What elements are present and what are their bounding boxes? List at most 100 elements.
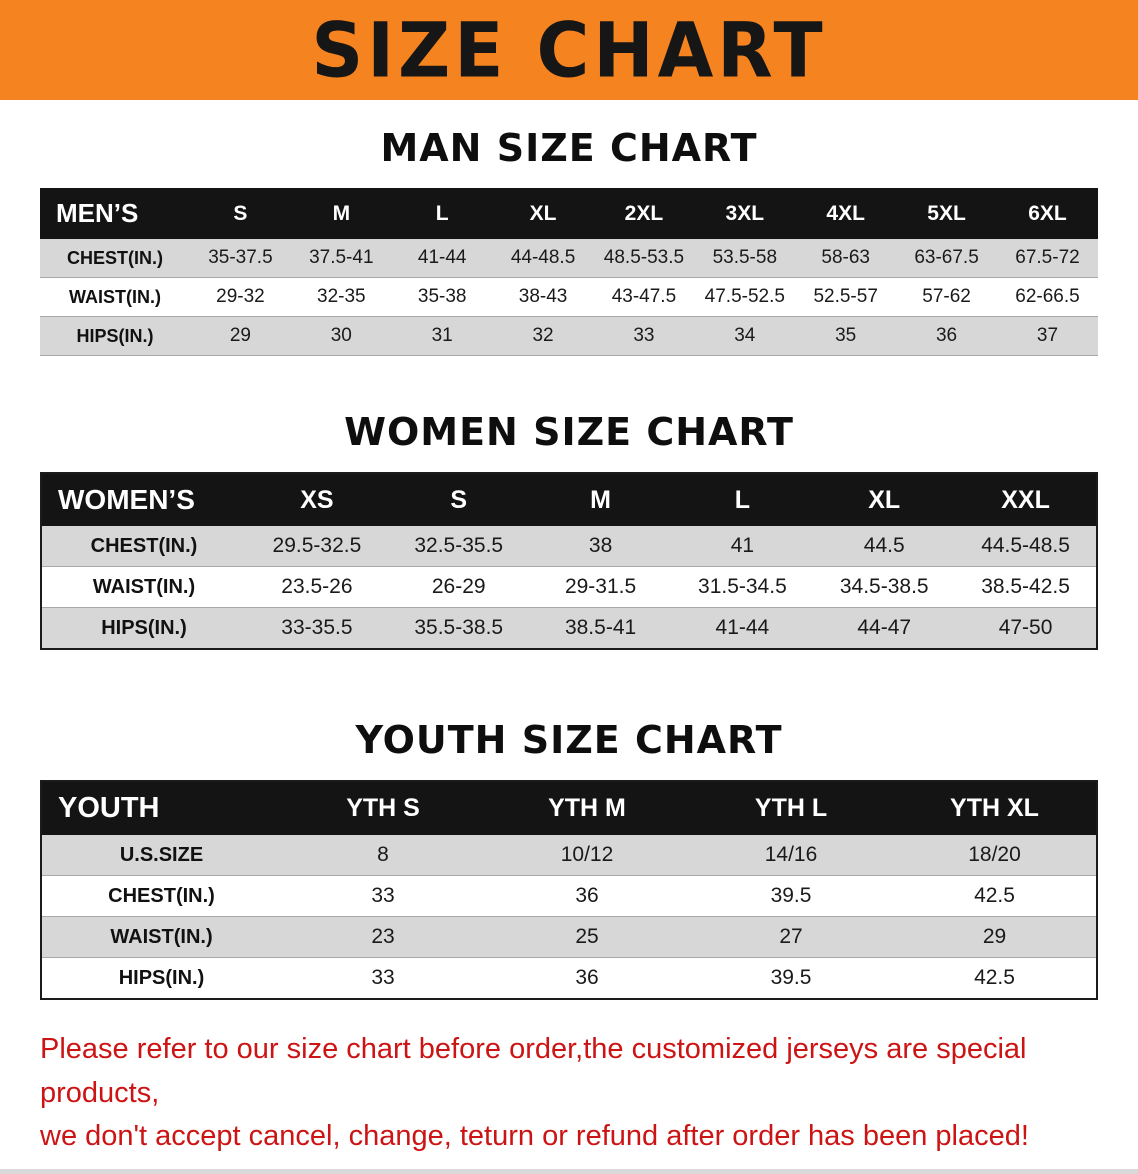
size-value: 38.5-42.5 <box>955 566 1097 608</box>
size-value: 41 <box>671 526 814 567</box>
size-value: 47.5-52.5 <box>694 277 796 317</box>
size-column-header: XS <box>246 473 388 526</box>
size-value: 38 <box>529 526 672 567</box>
table-header-row: WOMEN’S XS S M L XL XXL <box>41 473 1097 526</box>
size-column-header: M <box>529 473 672 526</box>
women-size-section: WOMEN SIZE CHART WOMEN’S XS S M L XL XXL CHEST(… <box>0 410 1138 650</box>
size-value: 27 <box>689 916 893 958</box>
size-value: 35 <box>795 316 897 356</box>
size-value: 34 <box>694 316 796 356</box>
table-header-row: YOUTH YTH S YTH M YTH L YTH XL <box>41 781 1097 835</box>
size-value: 32.5-35.5 <box>387 526 530 567</box>
size-value: 58-63 <box>795 239 897 278</box>
row-label: HIPS(IN.) <box>40 316 190 356</box>
size-column-header: S <box>387 473 530 526</box>
size-column-header: YTH S <box>281 781 485 835</box>
size-column-header: L <box>391 188 493 239</box>
row-label: HIPS(IN.) <box>41 607 246 649</box>
disclaimer-text: Please refer to our size chart before or… <box>40 1028 1098 1159</box>
size-column-header: S <box>190 188 291 239</box>
row-label: WAIST(IN.) <box>41 916 281 958</box>
size-value: 29 <box>190 316 291 356</box>
size-value: 48.5-53.5 <box>593 239 695 278</box>
table-header-row: MEN’S S M L XL 2XL 3XL 4XL 5XL 6XL <box>40 188 1098 239</box>
row-label: U.S.SIZE <box>41 835 281 876</box>
women-size-table: WOMEN’S XS S M L XL XXL CHEST(IN.) 29.5-32.5 32.5… <box>40 472 1098 650</box>
size-value: 42.5 <box>893 957 1097 999</box>
size-value: 35.5-38.5 <box>387 607 530 649</box>
size-column-header: 3XL <box>694 188 796 239</box>
man-size-table: MEN’S S M L XL 2XL 3XL 4XL 5XL 6XL CHEST(IN.) 35-37… <box>40 188 1098 356</box>
table-row: CHEST(IN.) 29.5-32.5 32.5-35.5 38 41 44.5 44.5… <box>41 526 1097 567</box>
size-value: 30 <box>290 316 392 356</box>
row-label: CHEST(IN.) <box>41 875 281 917</box>
bottom-edge-strip <box>0 1168 1138 1174</box>
table-row: HIPS(IN.) 33 36 39.5 42.5 <box>41 957 1097 999</box>
size-value: 32-35 <box>290 277 392 317</box>
size-value: 10/12 <box>485 835 689 876</box>
size-column-header: 2XL <box>593 188 695 239</box>
size-value: 35-37.5 <box>190 239 291 278</box>
size-value: 32 <box>492 316 594 356</box>
man-size-section: MAN SIZE CHART MEN’S S M L XL 2XL 3XL 4XL 5XL 6XL… <box>0 126 1138 356</box>
size-column-header: 5XL <box>896 188 997 239</box>
size-value: 25 <box>485 916 689 958</box>
size-value: 44.5 <box>813 526 956 567</box>
table-row: U.S.SIZE 8 10/12 14/16 18/20 <box>41 835 1097 876</box>
table-row: CHEST(IN.) 35-37.5 37.5-41 41-44 44-48.5 48.5… <box>40 239 1098 278</box>
size-value: 67.5-72 <box>997 239 1098 278</box>
size-value: 29 <box>893 916 1097 958</box>
disclaimer-line-1: Please refer to our size chart before or… <box>40 1033 1027 1109</box>
size-column-header: YTH XL <box>893 781 1097 835</box>
row-label: HIPS(IN.) <box>41 957 281 999</box>
table-row: HIPS(IN.) 29 30 31 32 33 34 35 36 37 <box>40 316 1098 356</box>
size-value: 44-47 <box>813 607 956 649</box>
size-value: 36 <box>485 875 689 917</box>
youth-size-heading: YOUTH SIZE CHART <box>355 718 783 762</box>
table-row: WAIST(IN.) 29-32 32-35 35-38 38-43 43-47.5 47.… <box>40 277 1098 317</box>
row-label: WAIST(IN.) <box>41 566 246 608</box>
size-column-header: XXL <box>955 473 1097 526</box>
table-row: HIPS(IN.) 33-35.5 35.5-38.5 38.5-41 41-44 44-… <box>41 607 1097 649</box>
size-value: 57-62 <box>896 277 997 317</box>
size-value: 36 <box>896 316 997 356</box>
youth-size-table: YOUTH YTH S YTH M YTH L YTH XL U.S.SIZE 8 10/12… <box>40 780 1098 1000</box>
size-value: 35-38 <box>391 277 493 317</box>
size-value: 39.5 <box>689 957 893 999</box>
table-row: WAIST(IN.) 23 25 27 29 <box>41 916 1097 958</box>
table-corner-label: WOMEN’S <box>41 473 246 526</box>
size-value: 23 <box>281 916 485 958</box>
size-value: 47-50 <box>955 607 1097 649</box>
size-value: 37.5-41 <box>290 239 392 278</box>
size-value: 29-31.5 <box>529 566 672 608</box>
size-value: 8 <box>281 835 485 876</box>
size-chart-banner: SIZE CHART <box>0 0 1138 100</box>
women-size-heading: WOMEN SIZE CHART <box>344 410 794 454</box>
size-column-header: 4XL <box>795 188 897 239</box>
size-value: 41-44 <box>391 239 493 278</box>
table-corner-label: YOUTH <box>41 781 281 835</box>
size-column-header: XL <box>492 188 594 239</box>
row-label: CHEST(IN.) <box>41 526 246 567</box>
size-value: 44-48.5 <box>492 239 594 278</box>
size-value: 36 <box>485 957 689 999</box>
size-value: 44.5-48.5 <box>955 526 1097 567</box>
table-row: WAIST(IN.) 23.5-26 26-29 29-31.5 31.5-34.5 34… <box>41 566 1097 608</box>
size-value: 23.5-26 <box>246 566 388 608</box>
size-column-header: M <box>290 188 392 239</box>
size-value: 63-67.5 <box>896 239 997 278</box>
size-value: 38-43 <box>492 277 594 317</box>
size-value: 33 <box>281 957 485 999</box>
size-value: 31.5-34.5 <box>671 566 814 608</box>
size-value: 29.5-32.5 <box>246 526 388 567</box>
size-column-header: XL <box>813 473 956 526</box>
size-value: 38.5-41 <box>529 607 672 649</box>
size-value: 53.5-58 <box>694 239 796 278</box>
size-value: 14/16 <box>689 835 893 876</box>
size-value: 34.5-38.5 <box>813 566 956 608</box>
table-corner-label: MEN’S <box>40 188 190 239</box>
size-value: 42.5 <box>893 875 1097 917</box>
man-size-heading: MAN SIZE CHART <box>380 126 758 170</box>
row-label: WAIST(IN.) <box>40 277 190 317</box>
size-value: 41-44 <box>671 607 814 649</box>
